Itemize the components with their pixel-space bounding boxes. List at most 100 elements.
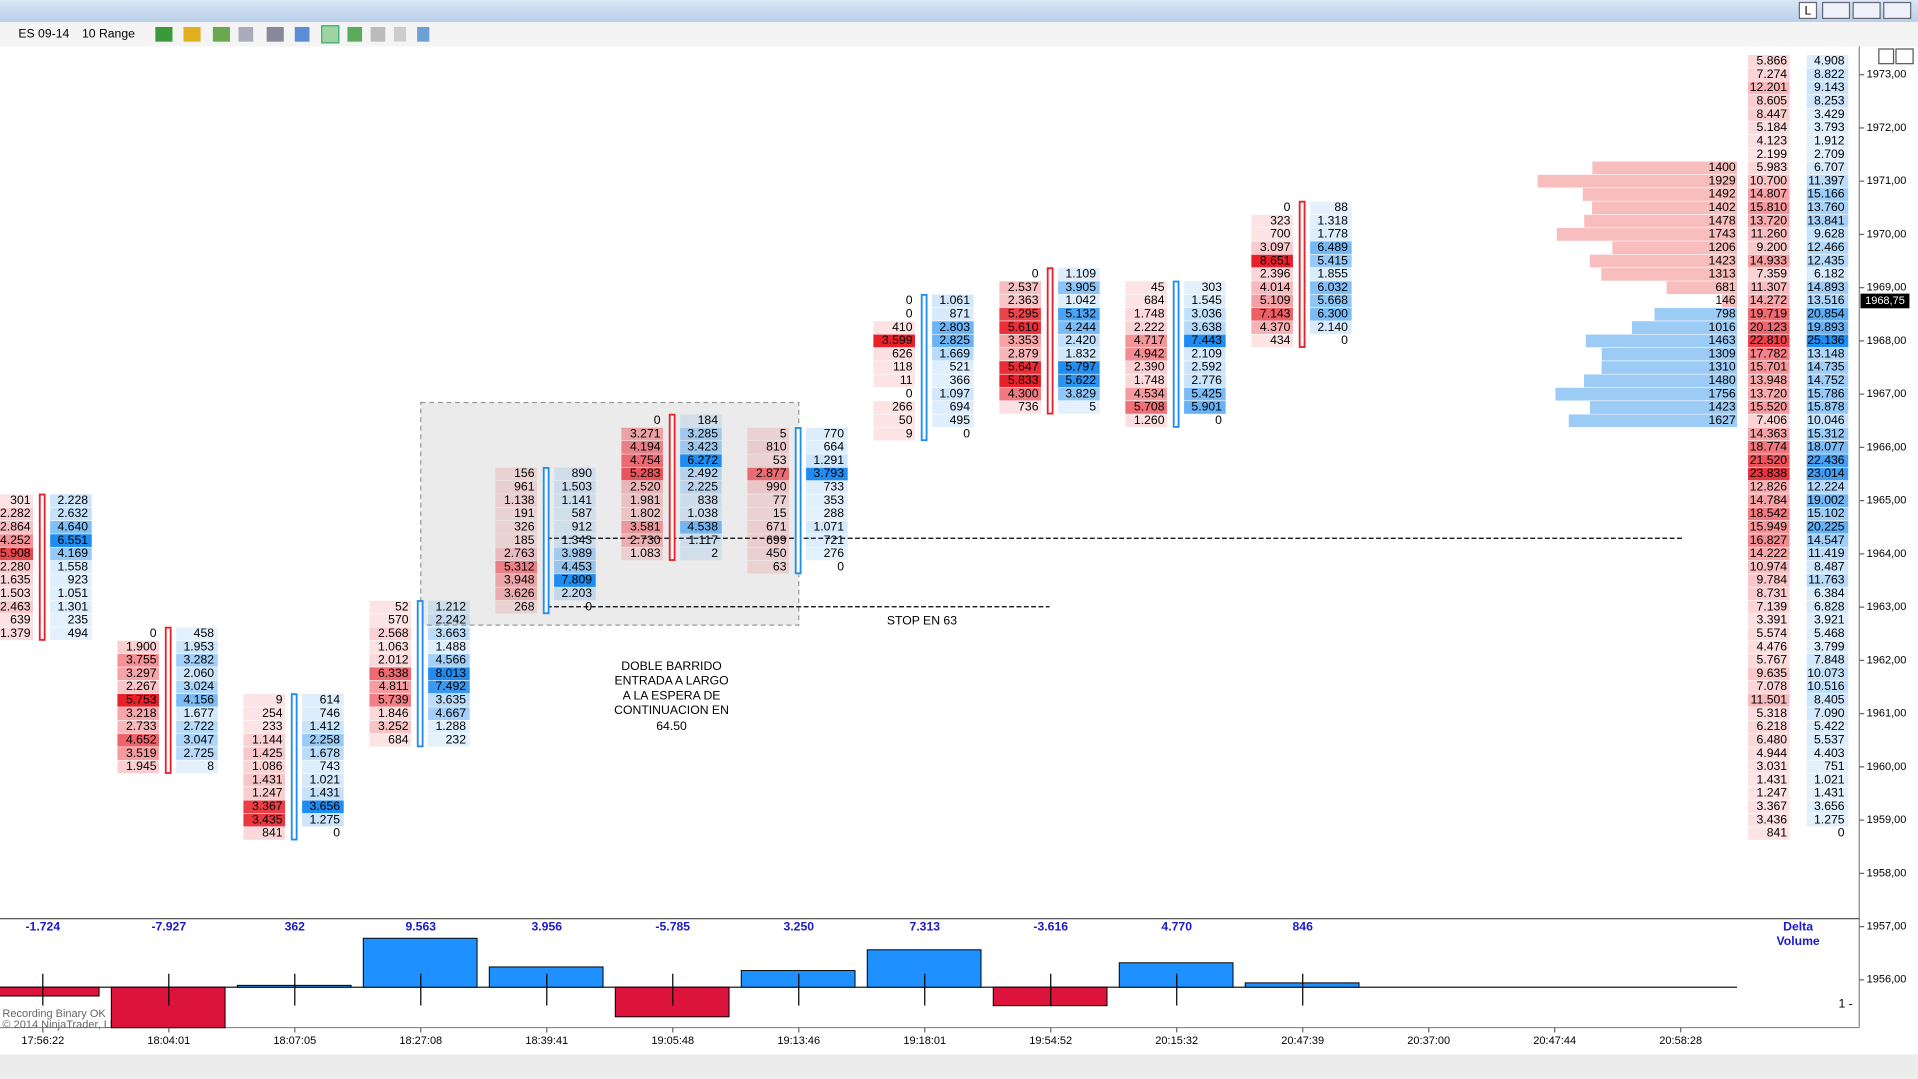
toolbar-icon[interactable] (212, 26, 230, 42)
bid-cell (0, 574, 34, 587)
annotation-text: 64.50 (656, 719, 687, 733)
ask-cell (1806, 507, 1849, 521)
toolbar-icon[interactable] (294, 26, 310, 42)
ask-volume: 6.272 (687, 453, 718, 467)
volume-profile-label: 1929 (1709, 173, 1736, 187)
delta-label: 362 (285, 919, 306, 933)
bid-volume: 684 (1144, 293, 1165, 307)
bid-volume: 736 (1018, 400, 1039, 414)
bid-cell (117, 667, 160, 681)
bar-type-selector[interactable]: 10 Range (82, 27, 135, 41)
minimize-button[interactable] (1821, 1, 1851, 20)
ask-volume: 1.431 (309, 786, 340, 800)
delta-label: -3.616 (1033, 919, 1068, 933)
ask-volume: 3.285 (687, 426, 718, 440)
bid-volume: 233 (262, 719, 283, 733)
ask-cell (554, 494, 596, 508)
bid-volume: 699 (766, 533, 787, 547)
ask-cell (932, 401, 974, 414)
maximize-button[interactable] (1852, 1, 1881, 20)
ask-cell (1058, 334, 1100, 348)
bid-cell (117, 760, 160, 774)
ask-cell (50, 534, 92, 547)
bid-cell (747, 534, 789, 547)
bid-volume: 5.708 (1134, 400, 1165, 414)
bid-volume: 3.599 (882, 333, 913, 347)
toolbar-icon[interactable] (183, 26, 201, 42)
bid-volume: 8.731 (1757, 586, 1788, 600)
bid-volume: 14.363 (1750, 426, 1788, 440)
volume-profile-bar (1537, 174, 1737, 188)
bid-cell (999, 347, 1041, 361)
bid-cell (621, 480, 663, 494)
bid-volume: 3.367 (1757, 799, 1788, 813)
toolbar-icon[interactable] (393, 26, 407, 42)
time-label: 19:54:52 (1029, 1035, 1072, 1047)
ask-volume: 8.822 (1814, 67, 1845, 81)
ask-volume: 2.592 (1191, 360, 1222, 374)
ask-volume: 13.516 (1807, 293, 1845, 307)
ask-volume: 13.841 (1807, 213, 1845, 227)
ask-cell (428, 654, 470, 667)
ask-volume: 20.854 (1807, 307, 1845, 321)
ask-volume: 1.832 (1065, 346, 1096, 360)
bid-cell (621, 467, 663, 481)
panel-button[interactable] (1895, 48, 1914, 65)
bid-cell (1747, 654, 1790, 667)
bid-volume: 6.338 (378, 666, 409, 680)
candle (1046, 267, 1054, 415)
ask-volume: 14.752 (1807, 373, 1845, 387)
bid-cell (0, 520, 34, 534)
ask-volume: 7.809 (561, 573, 592, 587)
bid-volume: 1.748 (1134, 307, 1165, 321)
bid-cell (495, 574, 537, 587)
panel-button[interactable] (1878, 48, 1895, 65)
ask-volume: 2.060 (183, 666, 214, 680)
delta-label: 3.250 (783, 919, 814, 933)
ask-volume: 4.244 (1065, 320, 1096, 334)
volume-profile-label: 1743 (1709, 227, 1736, 241)
close-button[interactable] (1883, 1, 1912, 20)
bid-cell (0, 560, 34, 574)
ask-volume: 1.071 (813, 520, 844, 534)
delta-label: -5.785 (655, 919, 690, 933)
candle (1298, 200, 1306, 348)
ask-volume: 3.921 (1814, 613, 1845, 627)
bid-volume: 10.700 (1750, 173, 1788, 187)
toolbar-icon[interactable] (347, 26, 363, 42)
toolbar-icon[interactable] (417, 26, 430, 42)
bid-cell (369, 627, 411, 641)
volume-profile-label: 1423 (1709, 400, 1736, 414)
bid-volume: 53 (773, 453, 787, 467)
bid-volume: 5.983 (1757, 160, 1788, 174)
annotation-box (420, 401, 800, 626)
ask-volume: 7.443 (1191, 333, 1222, 347)
bid-cell (1747, 161, 1790, 175)
bid-volume: 5.295 (1008, 307, 1039, 321)
bid-cell (1251, 228, 1293, 241)
bid-volume: 1.379 (0, 626, 31, 640)
toolbar-icon[interactable] (321, 25, 340, 44)
price-tick-label: 1959,00 (1867, 814, 1907, 826)
bid-cell (369, 680, 411, 694)
bid-volume: 4.534 (1134, 386, 1165, 400)
toolbar-icon[interactable] (155, 26, 173, 42)
ask-volume: 8.013 (435, 666, 466, 680)
ask-cell (554, 587, 596, 601)
bid-cell (1125, 334, 1167, 348)
toolbar-icon[interactable] (266, 26, 284, 42)
window-button[interactable] (1798, 1, 1818, 20)
ask-volume: 1.275 (309, 812, 340, 826)
bid-cell (0, 534, 34, 547)
ask-cell (1806, 347, 1849, 361)
toolbar-icon[interactable] (238, 26, 254, 42)
bid-volume: 5.833 (1008, 373, 1039, 387)
ask-cell (554, 507, 596, 521)
scrollbar[interactable] (0, 1054, 1918, 1079)
instrument-selector[interactable]: ES 09-14 (18, 27, 69, 41)
bid-cell (621, 494, 663, 508)
ask-cell (806, 454, 848, 468)
toolbar-icon[interactable] (370, 26, 386, 42)
bid-volume: 3.626 (504, 586, 535, 600)
